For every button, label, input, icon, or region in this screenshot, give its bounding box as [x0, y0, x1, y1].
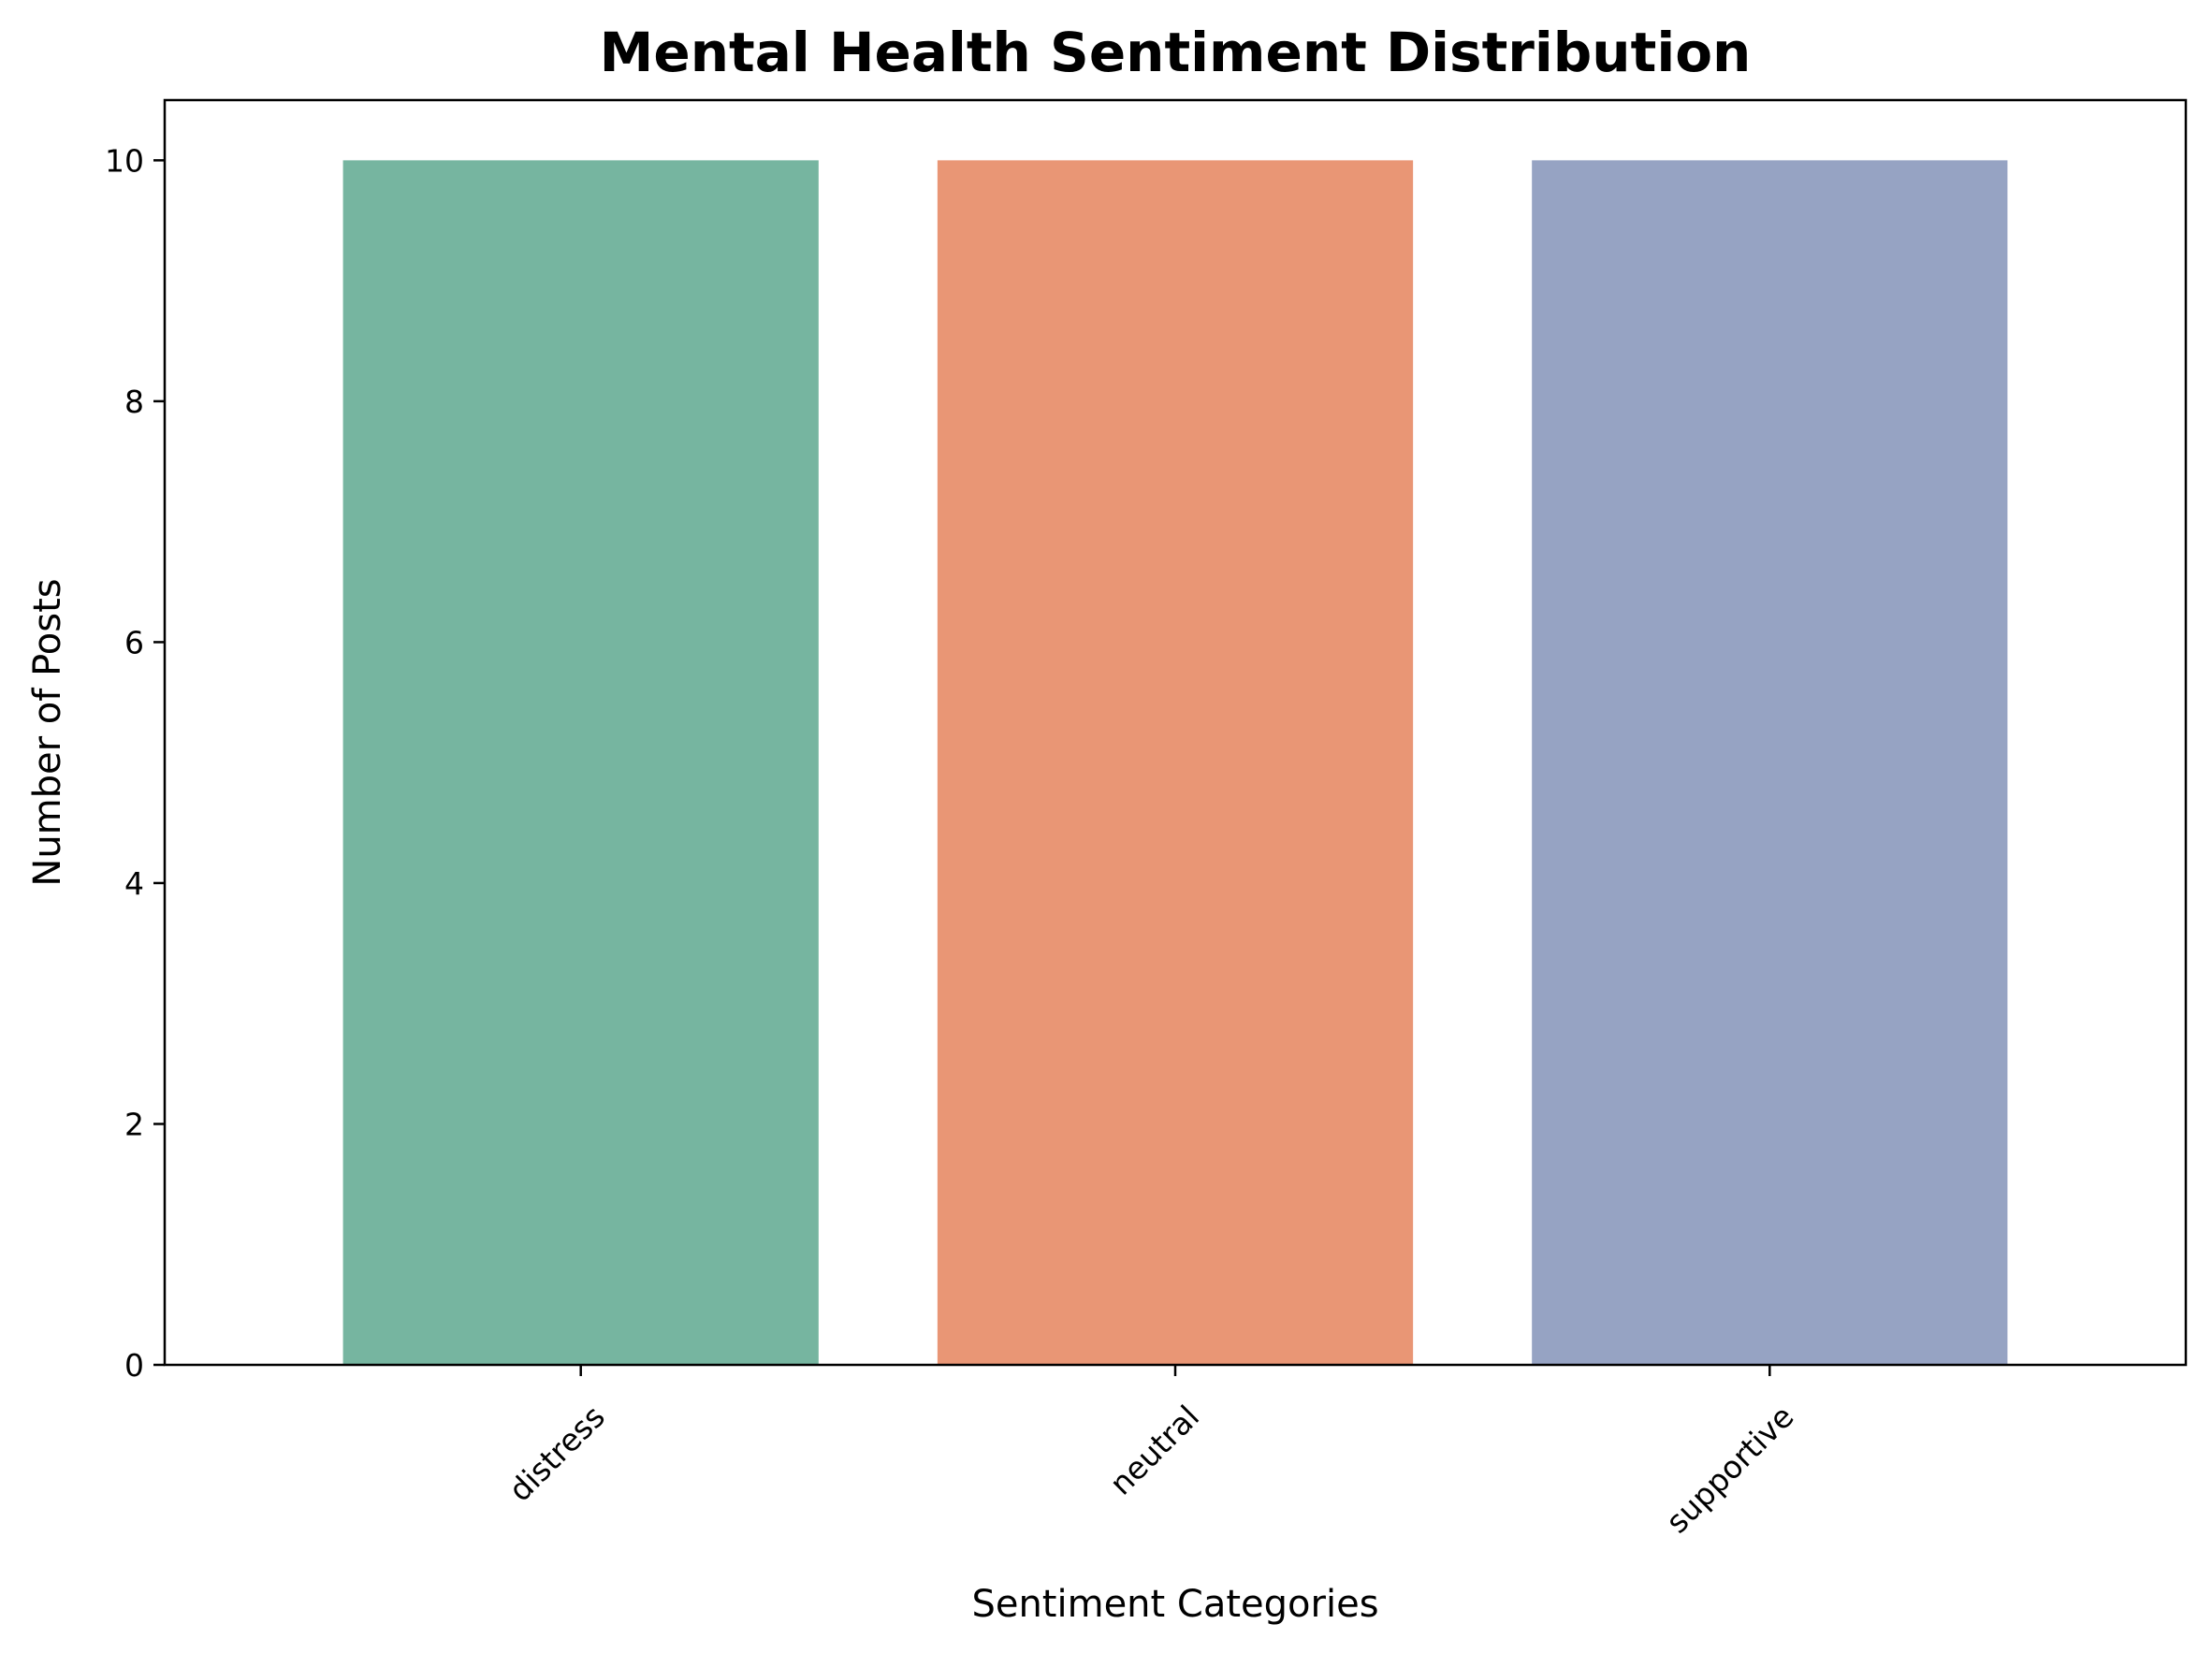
y-tick-label: 6 [124, 624, 144, 660]
bars-group [342, 160, 2008, 1365]
y-tick-label: 4 [124, 865, 144, 902]
bar-supportive [1532, 160, 2008, 1365]
y-axis-label: Number of Posts [26, 578, 69, 886]
y-tick-label: 2 [124, 1106, 144, 1142]
bar-distress [342, 160, 819, 1365]
chart-title: Mental Health Sentiment Distribution [600, 21, 1752, 84]
y-tick-label: 0 [124, 1347, 144, 1384]
x-axis-label: Sentiment Categories [971, 1583, 1378, 1626]
y-axis-ticks: 0 2 4 6 8 10 [105, 142, 165, 1384]
bar-neutral [937, 160, 1414, 1365]
y-tick-label: 8 [124, 384, 144, 420]
y-tick-label: 10 [105, 142, 144, 179]
